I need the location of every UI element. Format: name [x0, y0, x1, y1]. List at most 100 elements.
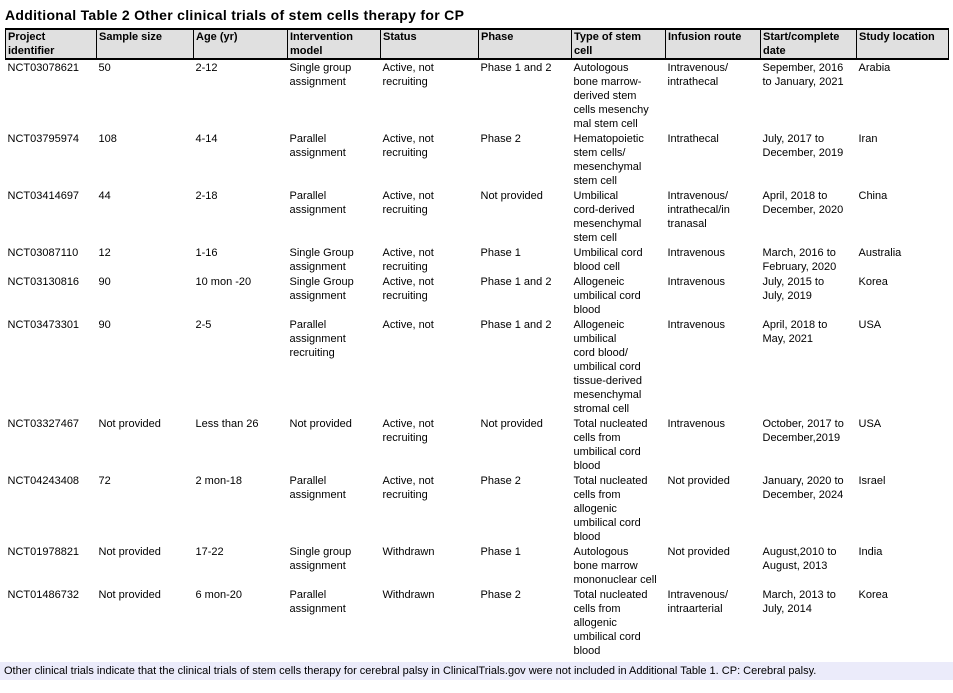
- table-cell: Intravenous/ intrathecal/in tranasal: [667, 190, 730, 230]
- table-cell: NCT01978821: [7, 546, 80, 558]
- table-cell: 2-5: [195, 319, 212, 331]
- table-cell: Arabia: [858, 62, 891, 74]
- clinical-trials-table: Project identifier Sample size Age (yr) Int…: [5, 28, 949, 658]
- table-cell: Phase 2: [480, 133, 521, 145]
- table-cell: Phase 1 and 2: [480, 62, 552, 74]
- table-cell: NCT04243408: [7, 475, 80, 487]
- table-cell: Umbilical cord-derived mesenchymal stem …: [573, 190, 642, 244]
- table-row: NCT04243408 72 2 mon-18 Parallel assignment…: [6, 473, 949, 544]
- table-cell: Intravenous: [667, 319, 725, 331]
- table-cell: Allogeneic umbilical cord blood/ umbilic…: [573, 319, 642, 415]
- table-cell: 6 mon-20: [195, 589, 242, 601]
- table-cell: Active, not recruiting: [382, 475, 434, 501]
- table-cell: March, 2013 to July, 2014: [762, 589, 836, 615]
- table-cell: Parallel assignment: [289, 589, 346, 615]
- table-cell: NCT03795974: [7, 133, 80, 145]
- table-cell: Active, not: [382, 319, 434, 331]
- table-row: NCT03078621 50 2-12 Single group assignment…: [6, 59, 949, 131]
- table-cell: April, 2018 to December, 2020: [762, 190, 844, 216]
- table-cell: Iran: [858, 133, 878, 145]
- table-cell: Active, not recruiting: [382, 418, 434, 444]
- table-row: NCT03795974 108 4-14 Parallel assignment Act…: [6, 131, 949, 188]
- table-cell: January, 2020 to December, 2024: [762, 475, 844, 501]
- column-header: Age (yr): [193, 28, 288, 60]
- table-cell: 1-16: [195, 247, 218, 259]
- table-cell: Phase 1: [480, 546, 521, 558]
- table-cell: Total nucleated cells from allogenic umb…: [573, 475, 648, 543]
- table-cell: NCT03078621: [7, 62, 80, 74]
- table-cell: Not provided: [667, 546, 730, 558]
- table-cell: Phase 1 and 2: [480, 319, 552, 331]
- table-cell: Single Group assignment: [289, 247, 354, 273]
- table-cell: Single group assignment: [289, 546, 352, 572]
- table-row: NCT03130816 90 10 mon -20 Single Group assi…: [6, 274, 949, 317]
- table-cell: Allogeneic umbilical cord blood: [573, 276, 641, 316]
- table-cell: USA: [858, 418, 882, 430]
- table-cell: 108: [98, 133, 117, 145]
- table-cell: Sepember, 2016 to January, 2021: [762, 62, 844, 88]
- table-cell: October, 2017 to December,2019: [762, 418, 844, 444]
- table-cell: Total nucleated cells from umbilical cor…: [573, 418, 648, 472]
- table-cell: Israel: [858, 475, 886, 487]
- table-cell: Not provided: [98, 589, 161, 601]
- table-cell: Withdrawn: [382, 589, 435, 601]
- table-row: NCT01486732 Not provided 6 mon-20 Parallel …: [6, 587, 949, 658]
- table-cell: NCT03473301: [7, 319, 80, 331]
- table-cell: July, 2015 to July, 2019: [762, 276, 825, 302]
- table-footnote: Other clinical trials indicate that the …: [0, 662, 953, 680]
- column-header: Phase: [478, 28, 572, 60]
- table-cell: Intravenous: [667, 276, 725, 288]
- table-cell: Parallel assignment recruiting: [289, 319, 346, 359]
- table-cell: Intravenous: [667, 418, 725, 430]
- column-header: Project identifier: [5, 28, 97, 60]
- table-cell: Phase 1: [480, 247, 521, 259]
- column-header: Start/complete date: [760, 28, 857, 60]
- table-cell: Active, not recruiting: [382, 276, 434, 302]
- table-cell: Autologous bone marrow- derived stem cel…: [573, 62, 649, 130]
- table-cell: Not provided: [480, 418, 543, 430]
- table-cell: Withdrawn: [382, 546, 435, 558]
- table-cell: 50: [98, 62, 111, 74]
- table-row: NCT03087110 12 1-16 Single Group assignment…: [6, 245, 949, 274]
- table-cell: Single Group assignment: [289, 276, 354, 302]
- table-cell: 44: [98, 190, 111, 202]
- table-cell: 17-22: [195, 546, 224, 558]
- table-cell: Active, not recruiting: [382, 190, 434, 216]
- table-cell: Active, not recruiting: [382, 247, 434, 273]
- table-cell: Less than 26: [195, 418, 259, 430]
- table-cell: 4-14: [195, 133, 218, 145]
- table-cell: NCT01486732: [7, 589, 80, 601]
- table-cell: Not provided: [98, 546, 161, 558]
- table-cell: Phase 2: [480, 475, 521, 487]
- table-cell: Autologous bone marrow mononuclear cell: [573, 546, 657, 586]
- table-cell: NCT03130816: [7, 276, 80, 288]
- page-title: Additional Table 2 Other clinical trials…: [5, 7, 465, 23]
- table-row: NCT03327467 Not provided Less than 26 Not p…: [6, 416, 949, 473]
- table-row: NCT03473301 90 2-5 Parallel assignment recr…: [6, 317, 949, 416]
- table-cell: Intrathecal: [667, 133, 719, 145]
- table-body: NCT03078621 50 2-12 Single group assignment…: [6, 59, 949, 658]
- column-header: Infusion route: [665, 28, 761, 60]
- table-cell: China: [858, 190, 888, 202]
- table-row: NCT01978821 Not provided 17-22 Single group…: [6, 544, 949, 587]
- column-header: Status: [380, 28, 479, 60]
- table-cell: July, 2017 to December, 2019: [762, 133, 844, 159]
- table-cell: Phase 2: [480, 589, 521, 601]
- table-cell: Total nucleated cells from allogenic umb…: [573, 589, 648, 657]
- table-cell: Single group assignment: [289, 62, 352, 88]
- table-cell: Not provided: [289, 418, 352, 430]
- table-cell: 2-18: [195, 190, 218, 202]
- table-cell: Intravenous/ intrathecal: [667, 62, 729, 88]
- table-cell: NCT03327467: [7, 418, 80, 430]
- table-cell: Active, not recruiting: [382, 133, 434, 159]
- table-header-row: Project identifier Sample size Age (yr) Int…: [5, 28, 949, 60]
- table-cell: 2 mon-18: [195, 475, 242, 487]
- table-cell: April, 2018 to May, 2021: [762, 319, 828, 345]
- table-cell: Intravenous: [667, 247, 725, 259]
- column-header: Intervention model: [287, 28, 381, 60]
- table-cell: Not provided: [480, 190, 543, 202]
- table-cell: Phase 1 and 2: [480, 276, 552, 288]
- table-cell: 2-12: [195, 62, 218, 74]
- table-cell: Korea: [858, 276, 888, 288]
- table-cell: India: [858, 546, 883, 558]
